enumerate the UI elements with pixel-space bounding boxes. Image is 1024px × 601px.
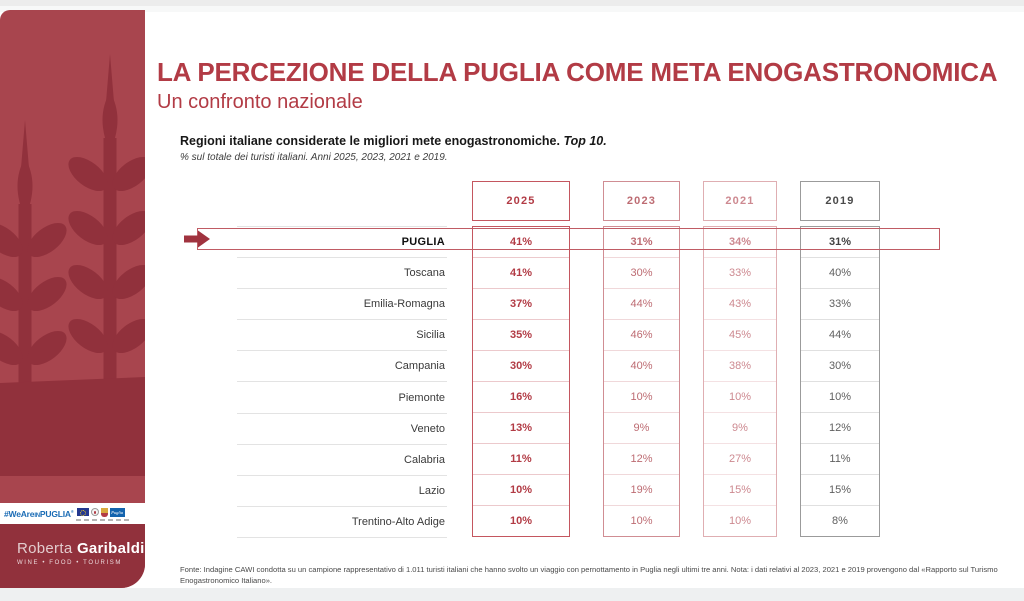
column-header-2021: 2021: [703, 181, 777, 221]
value-cell: 19%: [604, 475, 679, 506]
value-cell: 33%: [704, 258, 776, 289]
value-cell: 40%: [801, 258, 879, 289]
region-label: Toscana: [237, 258, 447, 290]
column-header-2025: 2025: [472, 181, 570, 221]
value-cell: 12%: [604, 444, 679, 475]
value-cell: 9%: [704, 413, 776, 444]
column-header-2023: 2023: [603, 181, 680, 221]
column-values-2025: 41% 41% 37% 35% 30% 16% 13% 11% 10% 10%: [472, 226, 570, 537]
region-label: Calabria: [237, 445, 447, 476]
value-cell: 30%: [473, 351, 569, 382]
region-labels-column: PUGLIA Toscana Emilia-Romagna Sicilia Campan…: [237, 226, 447, 538]
eu-flag-icon: [76, 508, 89, 516]
institutional-logos: Puglia: [76, 508, 125, 517]
page-subtitle: Un confronto nazionale: [157, 90, 363, 113]
fine-print-placeholder: [76, 519, 132, 521]
value-cell: 10%: [704, 382, 776, 413]
sidebar: #WeAreINPUGLIA® Puglia Roberta Garibaldi…: [0, 10, 145, 588]
page-title: LA PERCEZIONE DELLA PUGLIA COME META ENO…: [157, 57, 998, 88]
value-cell: 9%: [604, 413, 679, 444]
value-cell: 10%: [728, 515, 752, 527]
value-cell: 40%: [604, 351, 679, 382]
value-cell: 11%: [473, 444, 569, 475]
value-cell: 16%: [473, 382, 569, 413]
value-cell: 43%: [704, 289, 776, 320]
region-label: Sicilia: [237, 320, 447, 352]
year-column-2023: 2023 31% 30% 44% 46% 40% 10% 9% 12% 19% 10%: [603, 181, 680, 537]
region-label: Piemonte: [237, 382, 447, 414]
region-label: Trentino-Alto Adige: [237, 507, 447, 538]
value-cell: 30%: [801, 351, 879, 382]
value-cell: 10%: [801, 382, 879, 413]
year-column-2025: 2025 41% 41% 37% 35% 30% 16% 13% 11% 10% 10%: [472, 181, 570, 537]
value-cell: 44%: [604, 289, 679, 320]
value-cell: 35%: [473, 320, 569, 351]
region-label: Veneto: [237, 414, 447, 445]
table-note: % sul totale dei turisti italiani. Anni …: [180, 152, 448, 163]
value-cell: 15%: [801, 475, 879, 506]
value-cell: 41%: [473, 258, 569, 289]
value-cell: 37%: [473, 289, 569, 320]
value-cell: 11%: [801, 444, 879, 475]
weareinpuglia-logo: #WeAreINPUGLIA®: [4, 508, 74, 519]
puglia-shield-icon: [100, 508, 108, 517]
brand-lockup: Roberta Garibaldi WINE • FOOD • TOURISM: [17, 540, 145, 566]
value-cell: 30%: [604, 258, 679, 289]
value-cell: 27%: [704, 444, 776, 475]
value-cell: 15%: [704, 475, 776, 506]
table-heading: Regioni italiane considerate le migliori…: [180, 134, 607, 148]
value-cell: 10%: [630, 515, 653, 527]
value-cell: 44%: [801, 320, 879, 351]
value-cell: 34%: [704, 227, 776, 258]
column-values-2021: 34% 33% 43% 45% 38% 10% 9% 27% 15% 10%: [703, 226, 777, 537]
regione-puglia-logo-icon: Puglia: [109, 508, 125, 517]
partner-logo-strip: #WeAreINPUGLIA® Puglia: [0, 503, 145, 524]
value-cell: 41%: [473, 227, 569, 258]
year-column-2021: 2021 34% 33% 43% 45% 38% 10% 9% 27% 15% 10%: [703, 181, 777, 537]
column-values-2019: 31% 40% 33% 44% 30% 10% 12% 11% 15% 8%: [800, 226, 880, 537]
puglia-arrow-icon: [184, 230, 210, 248]
value-cell: 10%: [604, 382, 679, 413]
value-cell: 31%: [801, 227, 879, 258]
footnote: Fonte: Indagine CAWI condotta su un camp…: [180, 564, 998, 586]
top-margin: [0, 6, 1024, 12]
italy-emblem-icon: [90, 508, 99, 516]
brand-name: Roberta Garibaldi: [17, 540, 145, 557]
top-window-strip: [0, 0, 1024, 6]
region-label: PUGLIA: [237, 227, 447, 259]
value-cell: 33%: [801, 289, 879, 320]
column-header-2019: 2019: [800, 181, 880, 221]
value-cell: 13%: [473, 413, 569, 444]
bottom-margin: [0, 588, 1024, 601]
value-cell: 10%: [473, 475, 569, 506]
value-cell: 31%: [604, 227, 679, 258]
brand-tagline: WINE • FOOD • TOURISM: [17, 560, 122, 566]
value-cell: 12%: [801, 413, 879, 444]
year-column-2019: 2019 31% 40% 33% 44% 30% 10% 12% 11% 15% 8%: [800, 181, 880, 537]
value-cell: 46%: [604, 320, 679, 351]
value-cell: 38%: [704, 351, 776, 382]
value-cell: 10%: [509, 515, 533, 527]
value-cell: 45%: [704, 320, 776, 351]
column-values-2023: 31% 30% 44% 46% 40% 10% 9% 12% 19% 10%: [603, 226, 680, 537]
wheat-illustration: [0, 54, 145, 588]
region-label: Lazio: [237, 476, 447, 507]
region-label: Emilia-Romagna: [237, 289, 447, 321]
value-cell: 8%: [832, 515, 848, 527]
region-label: Campania: [237, 351, 447, 383]
